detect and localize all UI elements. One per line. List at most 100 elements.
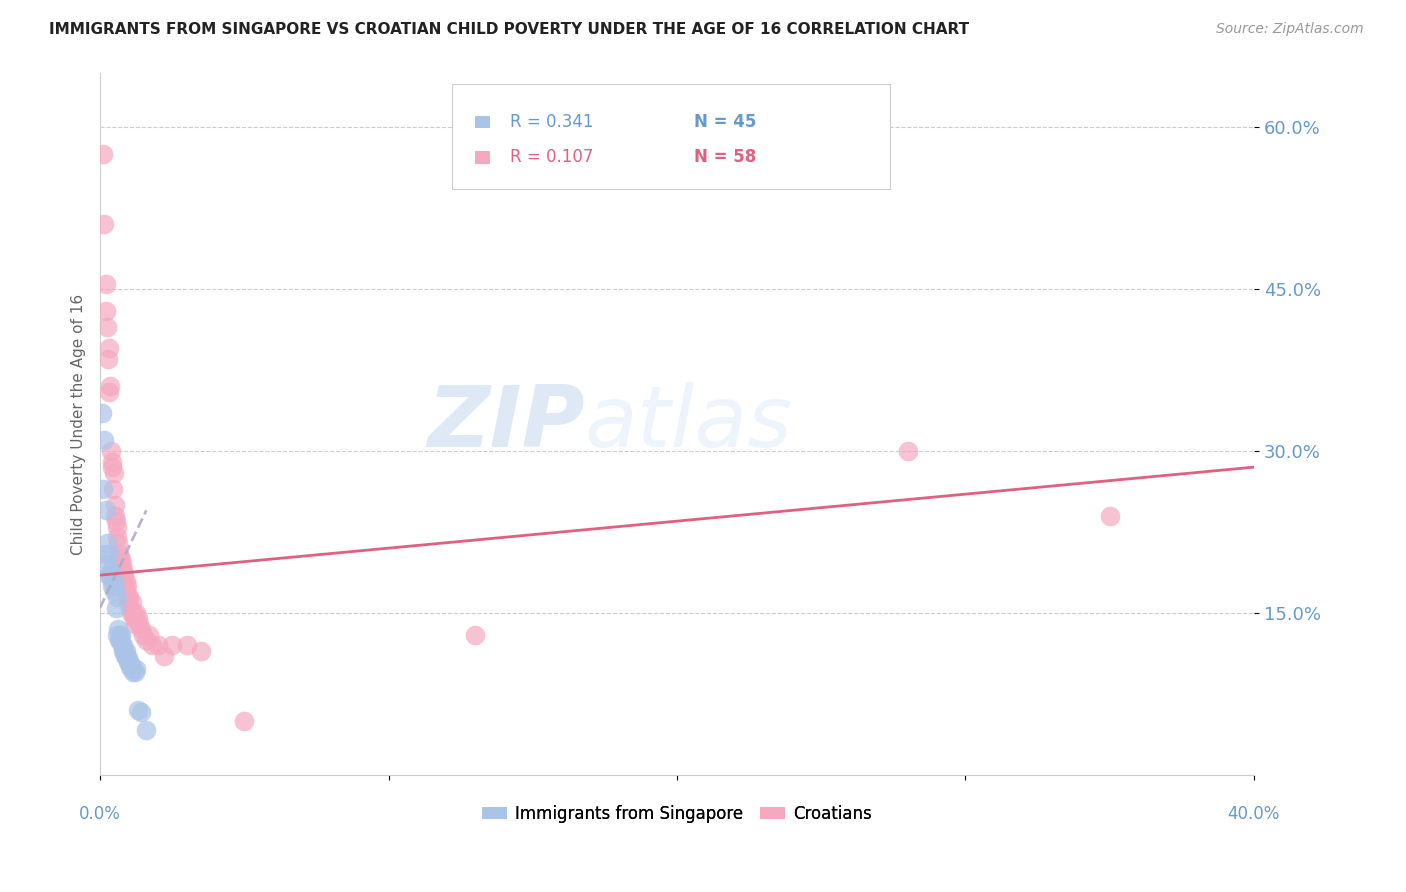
Point — [101, 460, 124, 475]
Point — [103, 579, 125, 593]
Point — [108, 627, 131, 641]
Point — [112, 568, 135, 582]
Point — [1098, 508, 1121, 523]
Point — [111, 558, 134, 572]
Text: N = 45: N = 45 — [695, 113, 756, 131]
Point — [132, 627, 155, 641]
Point — [127, 611, 149, 625]
Point — [107, 535, 129, 549]
Point — [111, 638, 134, 652]
Point — [91, 482, 114, 496]
Point — [107, 622, 129, 636]
Text: R = 0.341: R = 0.341 — [510, 113, 593, 131]
Point — [190, 644, 212, 658]
Point — [108, 632, 131, 647]
Point — [98, 568, 121, 582]
Point — [127, 703, 149, 717]
Point — [110, 558, 132, 572]
Point — [105, 590, 128, 604]
Point — [110, 627, 132, 641]
Point — [93, 433, 115, 447]
Point — [96, 535, 118, 549]
Point — [98, 384, 121, 399]
Point — [121, 662, 143, 676]
Point — [115, 579, 138, 593]
Point — [107, 530, 129, 544]
Legend: Immigrants from Singapore, Croatians: Immigrants from Singapore, Croatians — [475, 798, 879, 830]
Point — [110, 632, 132, 647]
Text: R = 0.107: R = 0.107 — [510, 148, 593, 166]
FancyBboxPatch shape — [475, 116, 489, 128]
Point — [120, 660, 142, 674]
Point — [138, 627, 160, 641]
Point — [96, 303, 118, 318]
Text: IMMIGRANTS FROM SINGAPORE VS CROATIAN CHILD POVERTY UNDER THE AGE OF 16 CORRELAT: IMMIGRANTS FROM SINGAPORE VS CROATIAN CH… — [49, 22, 969, 37]
Point — [464, 627, 486, 641]
Point — [125, 606, 148, 620]
Point — [101, 574, 124, 588]
Point — [103, 498, 125, 512]
Point — [121, 660, 143, 674]
Point — [152, 649, 174, 664]
Point — [111, 644, 134, 658]
Point — [122, 606, 145, 620]
Text: 0.0%: 0.0% — [79, 805, 121, 823]
Point — [112, 638, 135, 652]
Point — [90, 406, 112, 420]
Point — [122, 611, 145, 625]
Text: 40.0%: 40.0% — [1227, 805, 1279, 823]
Point — [121, 595, 143, 609]
Point — [94, 277, 117, 291]
Point — [114, 644, 136, 658]
Point — [103, 584, 125, 599]
Point — [91, 147, 114, 161]
Point — [111, 563, 134, 577]
Point — [897, 444, 920, 458]
Point — [118, 590, 141, 604]
Point — [97, 352, 120, 367]
Point — [128, 616, 150, 631]
Point — [120, 600, 142, 615]
Point — [114, 574, 136, 588]
Point — [103, 466, 125, 480]
Point — [117, 595, 139, 609]
Point — [135, 632, 157, 647]
Point — [96, 319, 118, 334]
Point — [120, 657, 142, 672]
Point — [94, 558, 117, 572]
Point — [115, 649, 138, 664]
Point — [125, 662, 148, 676]
Point — [117, 651, 139, 665]
Text: ZIP: ZIP — [427, 383, 585, 466]
Point — [122, 665, 145, 680]
Point — [162, 638, 184, 652]
Point — [96, 503, 118, 517]
Point — [129, 622, 152, 636]
Point — [101, 482, 124, 496]
Point — [112, 644, 135, 658]
Y-axis label: Child Poverty Under the Age of 16: Child Poverty Under the Age of 16 — [72, 293, 86, 555]
Point — [141, 638, 163, 652]
Point — [110, 552, 132, 566]
Point — [100, 444, 122, 458]
Point — [117, 590, 139, 604]
Point — [117, 655, 139, 669]
Point — [98, 379, 121, 393]
Point — [114, 579, 136, 593]
Point — [112, 568, 135, 582]
Point — [93, 217, 115, 231]
Point — [233, 714, 256, 728]
Text: N = 58: N = 58 — [695, 148, 756, 166]
Point — [108, 552, 131, 566]
Text: Source: ZipAtlas.com: Source: ZipAtlas.com — [1216, 22, 1364, 37]
Point — [97, 547, 120, 561]
Point — [108, 547, 131, 561]
Point — [129, 706, 152, 720]
Point — [107, 627, 129, 641]
Point — [124, 616, 146, 631]
Point — [105, 519, 128, 533]
FancyBboxPatch shape — [475, 151, 489, 163]
Point — [100, 455, 122, 469]
Point — [114, 649, 136, 664]
Point — [135, 723, 157, 737]
